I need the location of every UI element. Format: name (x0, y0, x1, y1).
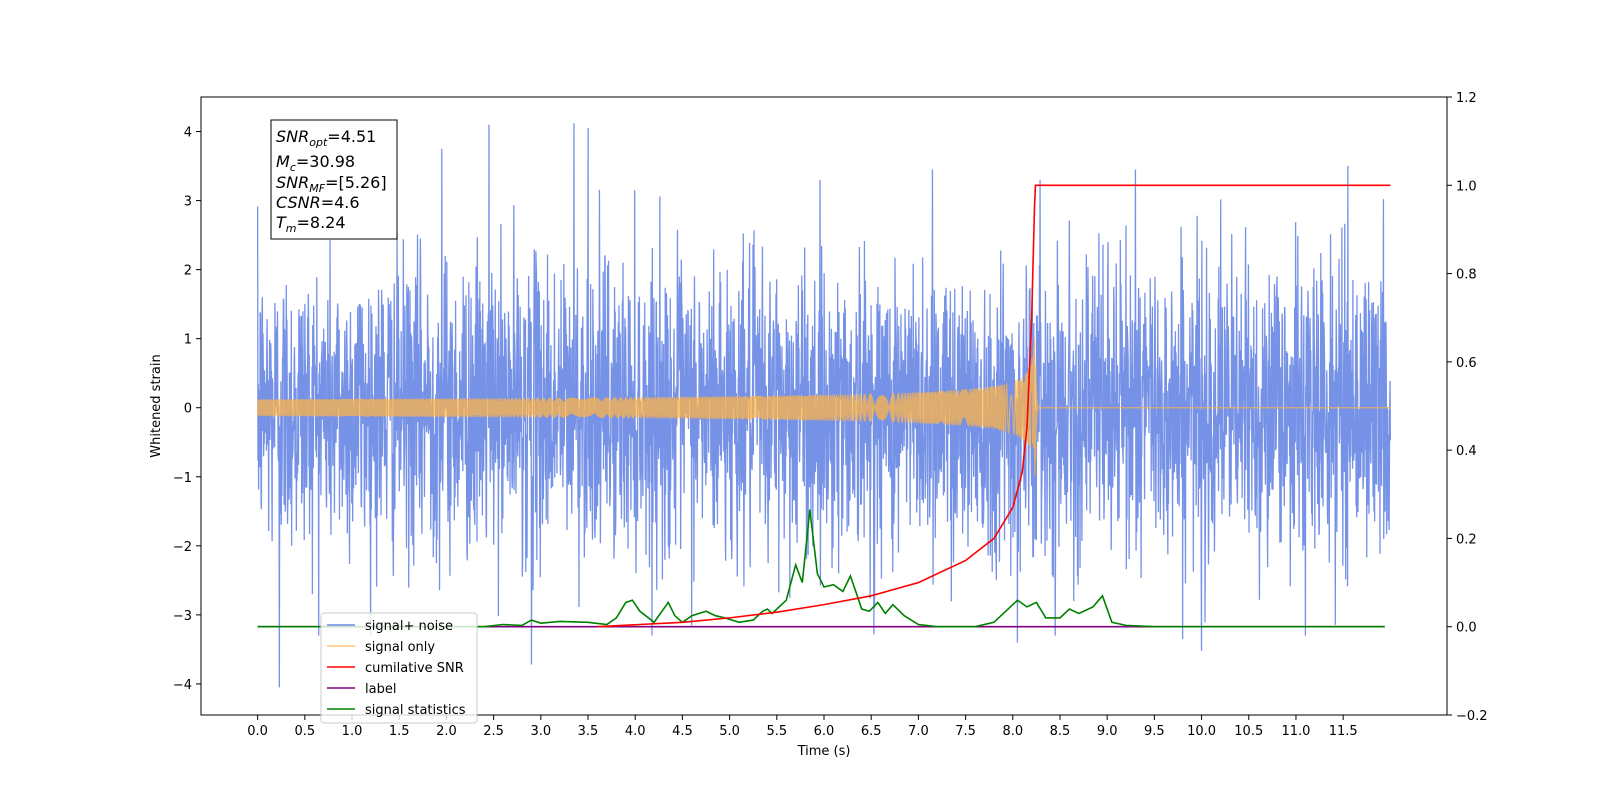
noise-line (256, 123, 1392, 688)
x-tick-label: 1.5 (389, 724, 410, 739)
x-tick-label: 4.5 (672, 724, 693, 739)
y2-tick-label: 0.2 (1456, 532, 1477, 547)
x-tick-label: 4.0 (625, 724, 646, 739)
x-tick-label: 0.0 (247, 724, 268, 739)
annotation-box-frame (270, 119, 398, 240)
y-tick-label: −3 (173, 609, 192, 624)
y2-tick-label: 1.2 (1456, 91, 1477, 106)
x-tick-label: 5.0 (719, 724, 740, 739)
series-line-signal-statistics (257, 509, 1385, 628)
x-tick-label: 8.0 (1002, 724, 1023, 739)
x-tick-label: 10.0 (1187, 724, 1216, 739)
legend-label-signal-statistics: signal statistics (365, 703, 466, 718)
y2-tick-label: 0.0 (1456, 621, 1477, 636)
y-axis-left: −4 −3 −2 −1 0 1 2 3 4 (173, 126, 201, 693)
x-tick-label: 11.0 (1281, 724, 1310, 739)
x-tick-label: 1.0 (342, 724, 363, 739)
legend: signal+ noise signal only cumilative SNR… (320, 612, 478, 724)
annotation-csnr: CSNR=4.6 (276, 193, 360, 212)
annotation-chirp-mass: Mc=30.98 (276, 152, 355, 174)
y-axis-label: Whitened strain (149, 354, 164, 457)
y-tick-label: 0 (184, 402, 192, 417)
y-tick-label: 3 (184, 195, 192, 210)
x-tick-label: 3.0 (530, 724, 551, 739)
x-axis-label: Time (s) (797, 744, 851, 759)
y2-tick-label: 0.4 (1456, 444, 1477, 459)
y2-tick-label: 0.8 (1456, 268, 1477, 283)
y-tick-label: −1 (173, 471, 192, 486)
y-tick-label: 2 (184, 264, 192, 279)
series-signal-noise (256, 123, 1392, 688)
legend-label-label: label (365, 682, 396, 697)
y-tick-label: −4 (173, 678, 192, 693)
x-tick-label: 3.5 (578, 724, 599, 739)
y-axis-right: −0.2 0.0 0.2 0.4 0.6 0.8 1.0 1.2 (1447, 91, 1488, 724)
y-tick-label: 4 (184, 126, 192, 141)
x-tick-label: 7.5 (955, 724, 976, 739)
x-tick-label: 8.5 (1050, 724, 1071, 739)
y2-tick-label: −0.2 (1456, 709, 1488, 724)
annotation-box: SNRopt=4.51 Mc=30.98 SNRMF=[5.26] CSNR=4… (270, 119, 398, 240)
x-tick-label: 5.5 (766, 724, 787, 739)
x-tick-label: 0.5 (294, 724, 315, 739)
x-tick-label: 10.5 (1234, 724, 1263, 739)
y-tick-label: 1 (184, 333, 192, 348)
series-signal-only (257, 338, 1391, 477)
series-line-cumilative-snr (597, 184, 1391, 628)
legend-label-signal-only: signal only (365, 640, 435, 655)
annotation-merger-time: Tm=8.24 (276, 213, 346, 235)
legend-label-cumulative-snr: cumilative SNR (365, 661, 464, 676)
legend-label-signal-noise: signal+ noise (365, 619, 453, 634)
y2-tick-label: 1.0 (1456, 179, 1477, 194)
x-tick-label: 9.0 (1097, 724, 1118, 739)
x-tick-label: 6.5 (861, 724, 882, 739)
x-axis: 0.0 0.5 1.0 1.5 2.0 2.5 3.0 3.5 4.0 4.5 5.0 5.5 6.0 6… (247, 715, 1358, 739)
annotation-snr-mf: SNRMF=[5.26] (276, 173, 387, 195)
y-tick-label: −2 (173, 540, 192, 555)
x-tick-label: 6.0 (814, 724, 835, 739)
x-tick-label: 9.5 (1144, 724, 1165, 739)
x-tick-label: 11.5 (1329, 724, 1358, 739)
x-tick-label: 7.0 (908, 724, 929, 739)
x-tick-label: 2.5 (483, 724, 504, 739)
legend-frame (320, 612, 478, 724)
x-tick-label: 2.0 (436, 724, 457, 739)
annotation-snr-opt: SNRopt=4.51 (276, 127, 376, 149)
y2-tick-label: 0.6 (1456, 356, 1477, 371)
chirp-line (257, 338, 1391, 477)
